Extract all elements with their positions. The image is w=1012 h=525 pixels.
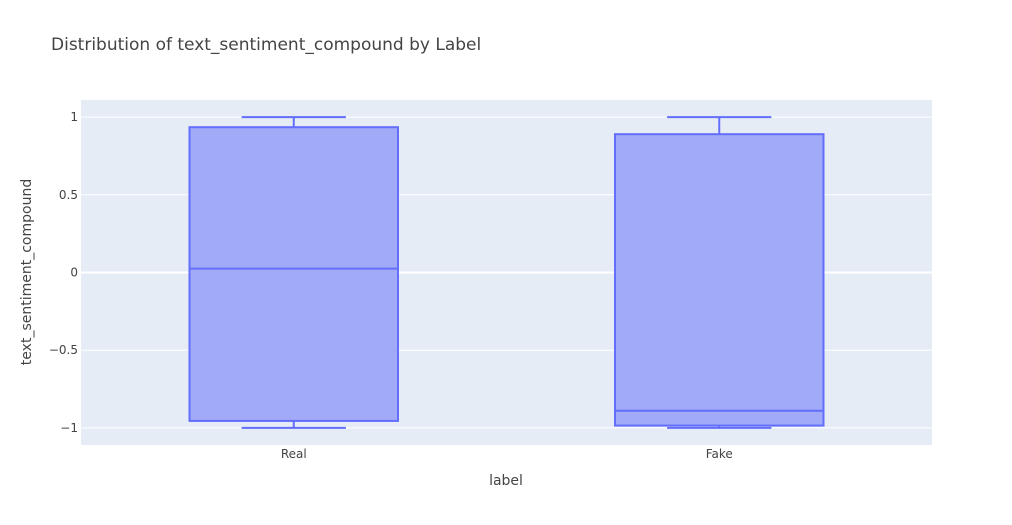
iqr-box bbox=[188, 126, 399, 422]
y-axis-title: text_sentiment_compound bbox=[19, 179, 35, 365]
iqr-box bbox=[614, 133, 825, 427]
x-tick-label: Fake bbox=[706, 447, 733, 461]
x-tick-label: Real bbox=[281, 447, 307, 461]
y-tick-label: −1 bbox=[60, 421, 78, 435]
chart-title: Distribution of text_sentiment_compound … bbox=[51, 35, 481, 55]
y-tick-label: 1 bbox=[70, 110, 78, 124]
y-tick-label: 0.5 bbox=[59, 188, 78, 202]
x-axis-title: label bbox=[489, 473, 523, 489]
box-fake bbox=[614, 116, 825, 429]
y-tick-label: 0 bbox=[70, 266, 78, 280]
y-tick-label: −0.5 bbox=[49, 343, 78, 357]
y-axis-ticks: −1 −0.5 0 0.5 1 bbox=[49, 110, 78, 435]
box-real bbox=[188, 116, 399, 429]
boxes bbox=[188, 116, 825, 429]
x-axis-ticks: Real Fake bbox=[281, 447, 733, 461]
